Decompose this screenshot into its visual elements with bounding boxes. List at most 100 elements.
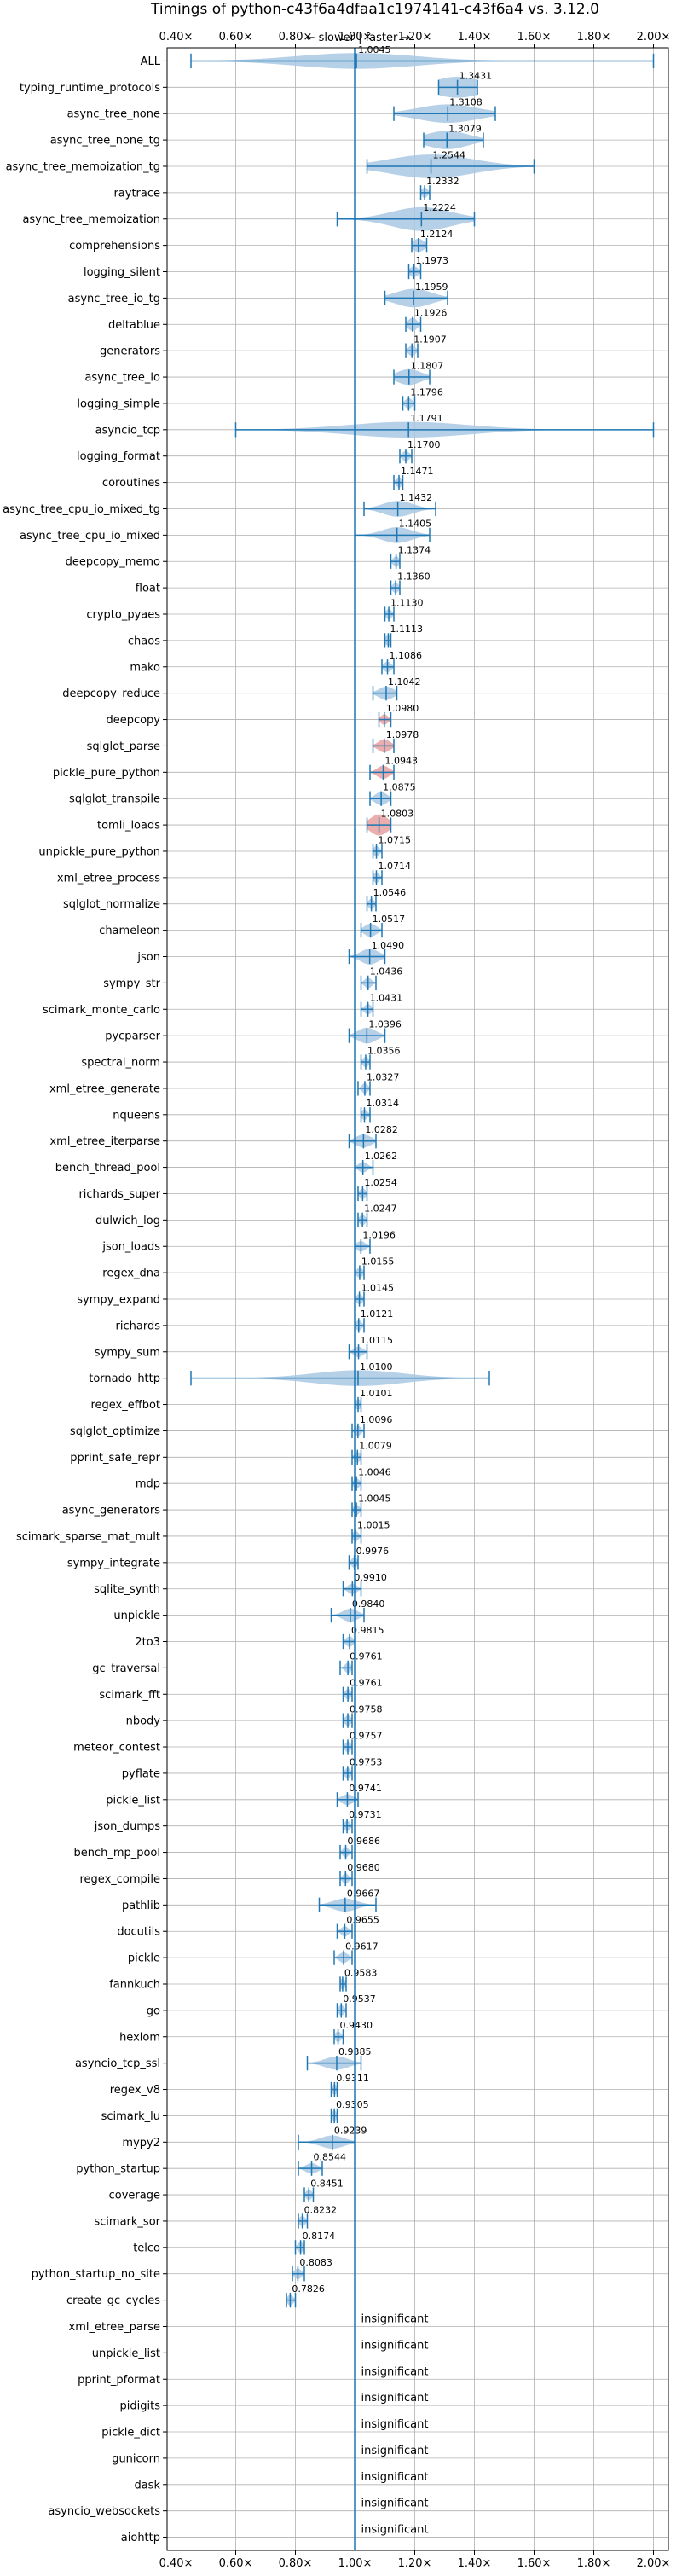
benchmark-row: sympy_sum 1.0115 xyxy=(95,1335,668,1360)
benchmark-name: scimark_lu xyxy=(101,2110,160,2123)
median-value-label: 0.9753 xyxy=(350,1756,383,1767)
x-tick-label-bottom: 0.80× xyxy=(279,2557,313,2570)
benchmark-row: crypto_pyaes 1.1130 xyxy=(86,597,668,622)
benchmark-row: xml_etree_parse insignificant xyxy=(69,2312,668,2334)
benchmark-row: xml_etree_process 1.0714 xyxy=(57,861,668,885)
median-value-label: 0.9686 xyxy=(348,1836,381,1847)
benchmark-row: deepcopy_reduce 1.1042 xyxy=(62,676,668,701)
median-value-label: 1.0980 xyxy=(386,703,419,714)
benchmark-row: deltablue 1.1926 xyxy=(108,308,668,332)
benchmark-row: async_tree_none 1.3108 xyxy=(67,97,668,124)
benchmark-name: deepcopy xyxy=(106,714,160,727)
benchmark-name: sqlglot_optimize xyxy=(70,1425,160,1438)
benchmark-name: logging_simple xyxy=(77,397,160,410)
benchmark-name: async_tree_memoization xyxy=(22,213,160,226)
median-value-label: 1.1471 xyxy=(401,466,434,477)
x-tick-label-bottom: 2.00× xyxy=(637,2557,671,2570)
median-value-label: 1.1405 xyxy=(399,519,432,530)
median-value-label: 1.0015 xyxy=(357,1519,390,1530)
median-value-label: 1.1700 xyxy=(407,439,441,450)
benchmark-name: async_tree_io_tg xyxy=(68,293,160,305)
insignificant-label: insignificant xyxy=(361,2445,429,2457)
benchmark-name: asyncio_tcp_ssl xyxy=(75,2057,160,2070)
benchmark-name: json xyxy=(136,951,160,964)
benchmark-row: ALL 1.0045 xyxy=(141,44,668,69)
benchmark-name: mako xyxy=(130,661,160,674)
benchmark-name: 2to3 xyxy=(135,1636,160,1649)
benchmark-name: pickle_pure_python xyxy=(53,767,160,780)
benchmark-row: logging_simple 1.1796 xyxy=(77,386,668,411)
benchmark-row: scimark_monte_carlo 1.0431 xyxy=(43,993,668,1017)
benchmark-row: async_tree_io 1.1807 xyxy=(84,360,668,386)
benchmark-row: scimark_lu 0.9305 xyxy=(101,2099,668,2124)
median-value-label: 1.0196 xyxy=(362,1230,396,1241)
benchmark-name: unpickle_pure_python xyxy=(38,845,160,858)
insignificant-label: insignificant xyxy=(361,2498,429,2510)
benchmark-row: coroutines 1.1471 xyxy=(102,466,668,490)
benchmark-row: mdp 1.0046 xyxy=(136,1467,668,1491)
insignificant-label: insignificant xyxy=(361,2471,429,2484)
benchmark-row: python_startup_no_site 0.8083 xyxy=(32,2257,668,2282)
benchmark-name: nbody xyxy=(126,1715,161,1728)
benchmark-row: meteor_contest 0.9757 xyxy=(73,1730,668,1755)
median-value-label: 1.1791 xyxy=(410,413,443,424)
direction-label: ← slower | faster → xyxy=(306,32,411,44)
benchmark-name: unpickle_list xyxy=(92,2347,160,2360)
benchmark-name: async_tree_io xyxy=(84,372,160,385)
benchmark-row: pprint_pformat insignificant xyxy=(78,2365,668,2387)
median-value-label: 1.1130 xyxy=(390,597,424,608)
benchmark-row: async_tree_cpu_io_mixed 1.1405 xyxy=(20,519,668,543)
benchmark-name: coroutines xyxy=(102,477,160,490)
median-value-label: 1.0943 xyxy=(385,756,419,767)
plot-frame xyxy=(166,47,669,2551)
median-value-label: 1.0327 xyxy=(367,1071,400,1082)
benchmark-name: sqlglot_parse xyxy=(87,740,160,753)
benchmark-name: json_loads xyxy=(101,1241,160,1254)
x-tick-label-top: 1.40× xyxy=(458,31,492,44)
benchmark-row: sympy_str 1.0436 xyxy=(103,966,668,991)
benchmark-name: unpickle xyxy=(113,1610,160,1622)
benchmark-name: async_generators xyxy=(62,1505,161,1517)
median-value-label: 1.0715 xyxy=(379,834,412,845)
median-value-label: 1.0045 xyxy=(358,44,391,55)
benchmark-row: pickle_dict insignificant xyxy=(101,2418,668,2440)
benchmark-name: pickle xyxy=(128,1952,160,1965)
insignificant-label: insignificant xyxy=(361,2312,429,2325)
benchmark-name: meteor_contest xyxy=(73,1742,160,1755)
benchmark-name: asyncio_websockets xyxy=(48,2505,160,2518)
benchmark-name: chaos xyxy=(128,635,160,647)
benchmark-name: sqlglot_normalize xyxy=(63,898,160,911)
benchmark-name: async_tree_memoization_tg xyxy=(6,160,160,173)
insignificant-label: insignificant xyxy=(361,2524,429,2537)
median-value-label: 1.3079 xyxy=(448,123,482,134)
benchmark-name: aiohttp xyxy=(121,2532,160,2544)
benchmark-row: pickle_list 0.9741 xyxy=(106,1783,668,1807)
median-value-label: 1.0436 xyxy=(370,966,403,978)
x-tick-label-top: 0.40× xyxy=(159,31,194,44)
benchmark-row: mako 1.1086 xyxy=(130,650,668,675)
x-tick-label-top: 1.60× xyxy=(517,31,552,44)
x-tick-label-top: 1.00× xyxy=(338,31,373,44)
benchmark-name: spectral_norm xyxy=(81,1057,160,1070)
median-value-label: 1.0045 xyxy=(358,1493,391,1504)
benchmark-name: create_gc_cycles xyxy=(66,2295,160,2307)
benchmark-row: unpickle_list insignificant xyxy=(92,2339,668,2360)
benchmark-name: python_startup_no_site xyxy=(32,2268,160,2281)
median-value-label: 1.0079 xyxy=(359,1441,392,1452)
benchmark-row: asyncio_tcp_ssl0.9385 xyxy=(75,2046,668,2071)
x-tick-label-bottom: 1.80× xyxy=(577,2557,611,2570)
x-tick-label-bottom: 1.20× xyxy=(398,2557,432,2570)
benchmark-name: bench_mp_pool xyxy=(73,1847,160,1859)
benchmark-name: bench_thread_pool xyxy=(55,1162,160,1175)
x-tick-label-top: 0.80× xyxy=(279,31,313,44)
benchmark-name: asyncio_tcp xyxy=(95,424,160,437)
median-value-label: 0.9741 xyxy=(349,1783,382,1794)
benchmark-name: sympy_integrate xyxy=(67,1557,160,1569)
insignificant-label: insignificant xyxy=(361,2392,429,2405)
benchmark-name: json_dumps xyxy=(94,1820,160,1833)
median-value-label: 1.1807 xyxy=(411,360,444,371)
benchmark-name: scimark_monte_carlo xyxy=(43,1004,160,1017)
benchmark-row: pickle_pure_python 1.0943 xyxy=(53,756,668,780)
benchmark-name: typing_runtime_protocols xyxy=(20,82,160,95)
benchmark-name: xml_etree_generate xyxy=(49,1082,160,1095)
